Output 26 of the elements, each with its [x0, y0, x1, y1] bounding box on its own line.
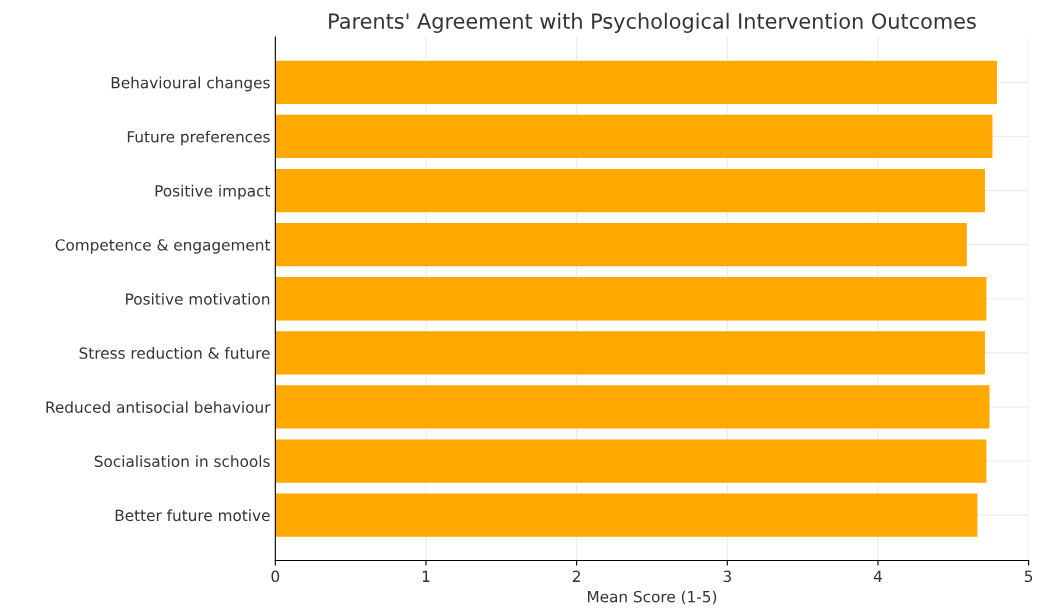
y-tick-label: Better future motive	[115, 509, 270, 522]
y-tick-label: Competence & engagement	[55, 239, 271, 254]
bar	[275, 223, 967, 267]
bar	[275, 493, 978, 537]
x-tick-label: 0	[271, 570, 280, 583]
bar	[275, 60, 997, 105]
y-tick-label: Behavioural changes	[111, 76, 270, 92]
bar	[275, 439, 987, 483]
x-tick-label: 2	[572, 570, 580, 582]
y-tick-label: Positive motivation	[126, 292, 270, 305]
x-axis-title: Mean Score (1-5)	[587, 590, 717, 605]
x-tick-label: 5	[1024, 570, 1033, 583]
x-tick-label: 3	[723, 570, 731, 583]
bar	[275, 168, 985, 213]
bar	[275, 114, 993, 159]
x-tick-label: 4	[873, 570, 882, 582]
y-tick-label: Stress reduction & future	[79, 347, 270, 359]
x-tick-label: 1	[422, 570, 430, 582]
y-tick-label: Socialisation in schools	[94, 455, 270, 468]
bar	[275, 331, 985, 375]
bar	[275, 277, 987, 321]
bar	[275, 385, 990, 429]
y-tick-label: Future preferences	[127, 130, 270, 146]
y-tick-label: Positive impact	[155, 184, 271, 200]
y-tick-label: Reduced antisocial behaviour	[46, 401, 271, 413]
chart-title: Parents' Agreement with Psychological Intervention Outcomes	[329, 12, 976, 33]
